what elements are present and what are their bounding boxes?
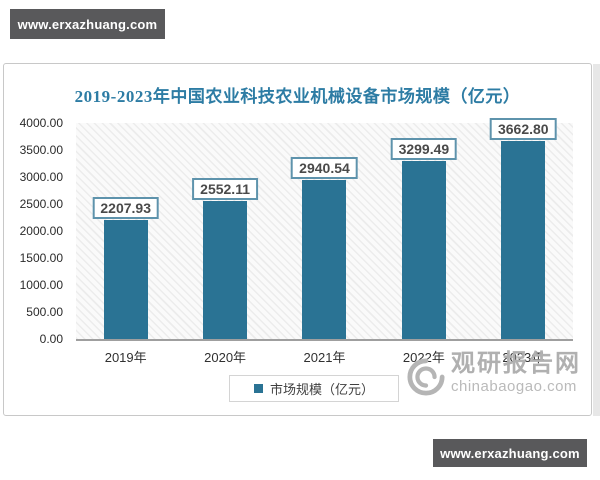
y-tick-label: 3000.00 [19, 170, 63, 184]
value-label: 2207.93 [92, 196, 159, 219]
y-tick-label: 1500.00 [19, 251, 63, 265]
legend-label: 市场规模（亿元） [269, 382, 374, 397]
site-banner-bottom: www.erxazhuang.com [433, 439, 587, 467]
y-tick-label: 2000.00 [19, 224, 63, 238]
y-tick-label: 0.00 [39, 332, 63, 346]
legend: 市场规模（亿元） [229, 375, 399, 402]
value-label: 2940.54 [291, 157, 358, 180]
value-label: 3662.80 [489, 118, 557, 141]
bar [302, 180, 347, 339]
value-label: 2552.11 [192, 178, 258, 201]
chart-card: 2019-2023年中国农业科技农业机械设备市场规模（亿元） 0.00 500.0… [3, 63, 592, 416]
bar-column: 2940.54 [275, 123, 374, 339]
y-tick-label: 2500.00 [19, 197, 63, 211]
site-banner-top: www.erxazhuang.com [10, 9, 165, 39]
bar [401, 160, 446, 339]
y-axis: 0.00 500.00 1000.00 1500.00 2000.00 2500.00 30… [4, 64, 63, 415]
x-tick-label: 2019年 [104, 350, 147, 365]
value-label: 3299.49 [390, 137, 458, 160]
bar-column: 3299.49 [374, 123, 473, 339]
legend-swatch [253, 384, 263, 393]
plot-area: 2207.93 2552.11 2940.54 3299.49 3662.80 [76, 118, 573, 341]
y-tick-label: 500.00 [26, 305, 63, 319]
bar [203, 201, 248, 339]
bar-column: 2552.11 [175, 123, 274, 339]
bar-column: 2207.93 [76, 123, 175, 339]
y-tick-label: 3500.00 [19, 143, 63, 157]
x-tick-label: 2020年 [204, 350, 247, 365]
y-tick-label: 1000.00 [19, 278, 63, 292]
watermark-domain: chinabaogao.com [451, 378, 577, 395]
bar [103, 219, 148, 339]
x-tick-label: 2022年 [402, 350, 445, 365]
y-tick-label: 4000.00 [19, 116, 63, 130]
chart-title: 2019-2023年中国农业科技农业机械设备市场规模（亿元） [74, 87, 521, 106]
bar [501, 141, 546, 339]
x-tick-label: 2023年 [502, 350, 545, 365]
page-edge-strip [593, 64, 600, 416]
bar-column: 3662.80 [474, 118, 573, 339]
x-tick-label: 2021年 [303, 350, 346, 365]
